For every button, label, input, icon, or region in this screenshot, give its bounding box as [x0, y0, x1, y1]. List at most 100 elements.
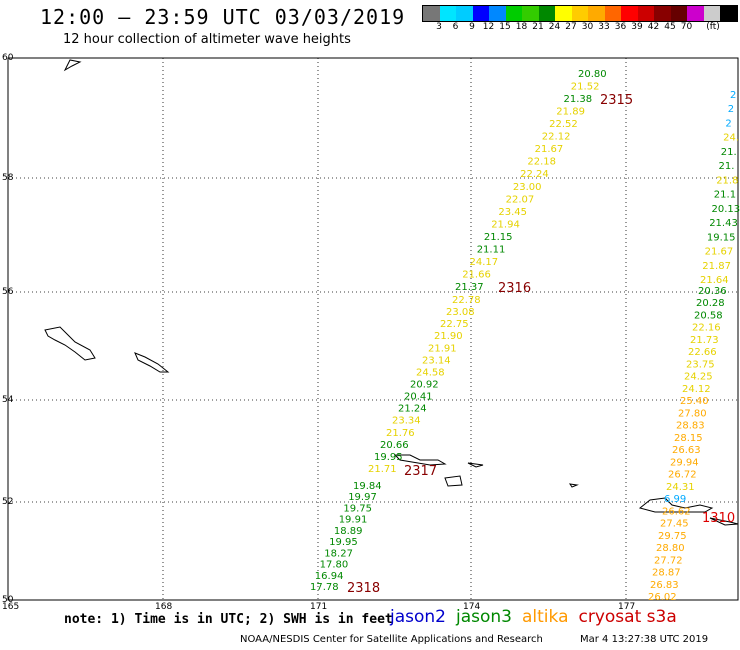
swh-value: 26.62: [662, 506, 691, 517]
color-legend: [422, 5, 738, 22]
swh-value: 21.: [721, 147, 737, 158]
swh-value: 25.40: [680, 396, 709, 407]
swh-value: 23.75: [686, 359, 715, 370]
swh-value: 17.78: [310, 582, 339, 593]
swh-value: 17.80: [320, 560, 349, 571]
legend-swatch: [670, 6, 687, 21]
coastline-island: [709, 517, 739, 526]
swh-value: 19.97: [348, 492, 377, 503]
swh-value: 22.16: [692, 323, 721, 334]
coastline-island: [44, 326, 96, 361]
legend-label: 18: [515, 22, 528, 32]
swh-value: 28.83: [676, 421, 705, 432]
map-frame: [7, 57, 739, 601]
graticule: [8, 57, 738, 600]
pass-number-label: 2317: [404, 464, 437, 479]
swh-value: 22.18: [527, 157, 556, 168]
swh-value: 19.95: [374, 452, 403, 463]
pass-number-label: 1310: [702, 511, 735, 526]
swh-value: 23.08: [446, 307, 475, 318]
swh-value: 23.45: [498, 207, 527, 218]
satellite-name: altika: [522, 607, 569, 627]
swh-value: 19.75: [343, 503, 372, 514]
legend-label: 70: [680, 22, 693, 32]
coastline-island: [638, 497, 714, 513]
swh-value: 26.63: [672, 445, 701, 456]
swh-value: 20.80: [578, 69, 607, 80]
swh-value: 26.02: [648, 592, 677, 603]
swh-value: 19.15: [707, 232, 736, 243]
credit-line: NOAA/NESDIS Center for Satellite Applica…: [240, 634, 543, 645]
map-subtitle: 12 hour collection of altimeter wave hei…: [63, 32, 351, 47]
swh-value: 21.91: [428, 343, 457, 354]
swh-value: 18.27: [324, 548, 353, 559]
satellite-name: jason2: [390, 607, 446, 627]
pass-number-label: 2318: [347, 581, 380, 596]
legend-swatch: [637, 6, 654, 21]
swh-value: 24.25: [684, 372, 713, 383]
swh-value: 27.80: [678, 408, 707, 419]
swh-value: 28.87: [652, 568, 681, 579]
swh-value: 20.66: [380, 440, 409, 451]
swh-value: 21.87: [702, 261, 731, 272]
swh-value: 22.24: [520, 169, 549, 180]
swh-value: 24.58: [416, 367, 445, 378]
legend-label: 3: [436, 22, 442, 32]
legend-swatch: [538, 6, 555, 21]
swh-value: 20.36: [698, 286, 727, 297]
swh-value: 21.: [719, 161, 735, 172]
legend-label: 21: [532, 22, 544, 32]
generated-timestamp: Mar 4 13:27:38 UTC 2019: [580, 634, 709, 645]
legend-label: 45: [664, 22, 676, 32]
legend-label: 39: [631, 22, 643, 32]
swh-value: 26.72: [668, 470, 697, 481]
swh-value: 20.13: [712, 204, 740, 215]
legend-labels: 3 6 9 12 15 18 21 24 27 30 33 36 39 42 45 70 (ft): [422, 22, 740, 34]
legend-swatch: [456, 6, 473, 21]
satellite-name: cryosat s3a: [578, 607, 677, 627]
units-note: note: 1) Time is in UTC; 2) SWH is in fe…: [64, 612, 393, 627]
legend-swatch: [505, 6, 522, 21]
legend-swatch: [703, 6, 720, 21]
swh-value: 26.83: [650, 580, 679, 591]
swh-value: 21.15: [484, 232, 513, 243]
satellite-name: jason3: [456, 607, 512, 627]
legend-label: (ft): [706, 22, 720, 32]
swh-value: 21.89: [556, 107, 585, 118]
swh-value: 21.94: [491, 219, 520, 230]
legend-swatch: [720, 6, 737, 21]
longitude-label: 168: [155, 602, 172, 612]
swh-value: 21.71: [368, 464, 397, 475]
swh-value: 23.34: [392, 416, 421, 427]
swh-value: 24.12: [682, 384, 711, 395]
longitude-label: 171: [310, 602, 327, 612]
swh-value: 22.12: [542, 132, 571, 143]
legend-label: 30: [581, 22, 594, 32]
swh-value: 24.: [723, 133, 739, 144]
legend-swatch: [522, 6, 539, 21]
swh-value: 21.66: [462, 270, 491, 281]
legend-swatch: [472, 6, 489, 21]
swh-value: 22.07: [506, 194, 535, 205]
legend-swatch: [423, 6, 440, 21]
latitude-label: 58: [2, 173, 14, 183]
swh-value: 22.66: [688, 347, 717, 358]
swh-value: 24.31: [666, 482, 695, 493]
swh-value: 21.8: [716, 175, 738, 186]
swh-value: 20.41: [404, 392, 433, 403]
swh-value: 21.1: [714, 190, 736, 201]
legend-swatch: [654, 6, 671, 21]
legend-label: 24: [548, 22, 561, 32]
swh-value: 2: [725, 119, 731, 130]
swh-value: 27.45: [660, 519, 689, 530]
swh-value: 21.38: [564, 94, 593, 105]
coastline-island: [444, 475, 463, 487]
longitude-label: 177: [618, 602, 635, 612]
coastline-island: [63, 59, 82, 72]
swh-value: 23.14: [422, 355, 451, 366]
coastline-island: [134, 352, 170, 373]
swh-value: 27.72: [654, 555, 683, 566]
swh-value: 22.75: [440, 319, 469, 330]
legend-swatch: [588, 6, 605, 21]
